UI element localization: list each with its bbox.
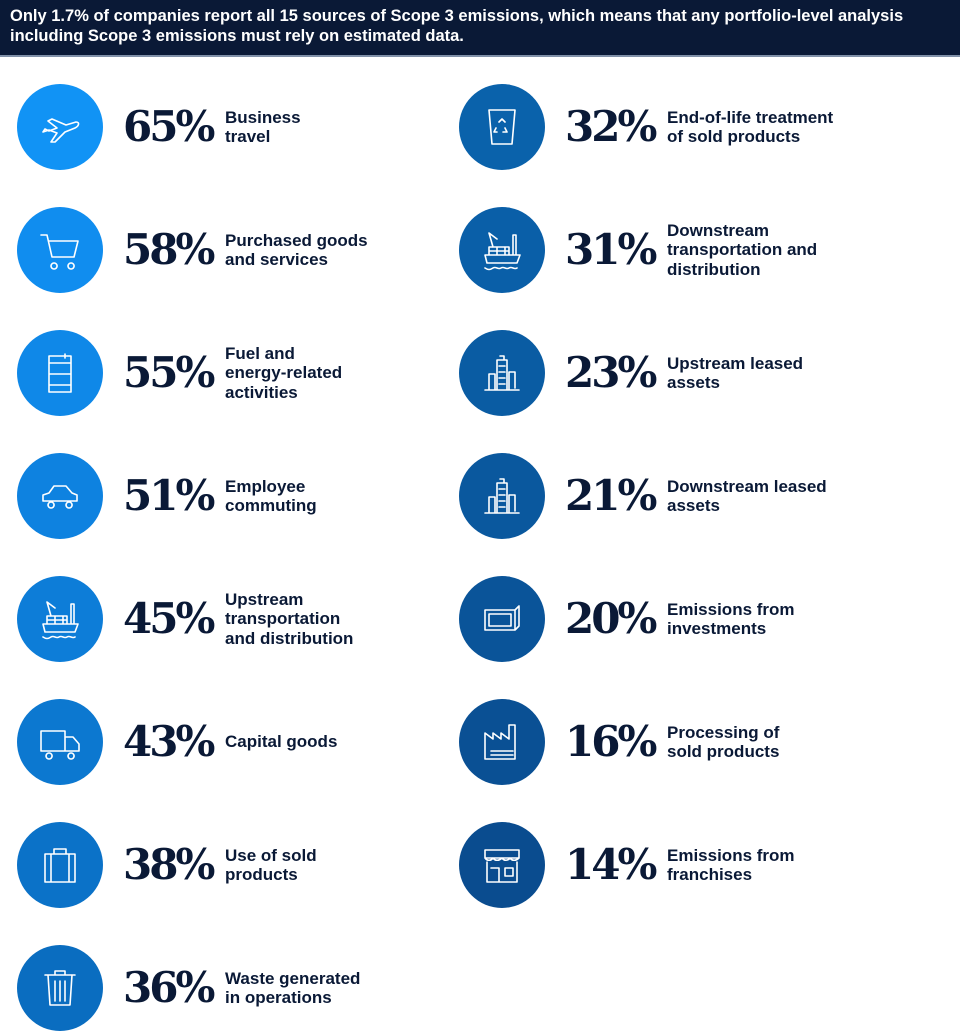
truck-icon: [17, 699, 103, 785]
scope3-item: 65% Business travel: [17, 84, 457, 174]
label-line: activities: [225, 382, 298, 402]
scope3-item: 38% Use of sold products: [17, 822, 457, 912]
label-line: energy-related: [225, 363, 343, 383]
shopping-cart-icon: [17, 207, 103, 293]
label-line: transportation: [225, 609, 341, 629]
label-line: Capital goods: [225, 732, 338, 752]
cargo-ship-icon: [459, 207, 545, 293]
scope3-item: 32% End-of-life treatment of sold product…: [459, 84, 899, 174]
label-line: Employee: [225, 476, 306, 496]
trash-bin-icon: [17, 945, 103, 1031]
category-label: Business travel: [225, 84, 445, 170]
percentage-value: 16%: [565, 717, 657, 766]
percentage-value: 36%: [123, 963, 215, 1012]
percentage-value: 51%: [123, 471, 215, 520]
label-line: Downstream: [667, 220, 770, 240]
label-line: investments: [667, 619, 767, 638]
percentage-value: 58%: [123, 225, 215, 274]
percentage-value: 32%: [565, 102, 657, 151]
category-label: Processing of sold products: [667, 699, 887, 785]
category-label: Purchased goods and services: [225, 207, 445, 293]
scope3-item: 43% Capital goods: [17, 699, 457, 789]
category-label: Downstream leased assets: [667, 453, 887, 539]
header-text: Only 1.7% of companies report all 15 sou…: [10, 7, 904, 45]
label-line: Processing of: [667, 722, 780, 742]
category-label: Waste generated in operations: [225, 945, 445, 1031]
category-label: Emissions from franchises: [667, 822, 887, 908]
label-line: of sold products: [667, 127, 801, 146]
percentage-value: 43%: [123, 717, 215, 766]
scope3-item: 55% Fuel and energy-related activities: [17, 330, 457, 420]
scope3-item: 58% Purchased goods and services: [17, 207, 457, 297]
buildings-icon: [459, 330, 545, 416]
label-line: transportation and: [667, 240, 818, 260]
label-line: products: [225, 865, 298, 884]
label-line: Waste generated: [225, 968, 361, 988]
category-label: Emissions from investments: [667, 576, 887, 662]
category-label: Downstream transportation and distribution: [667, 207, 887, 293]
percentage-value: 23%: [565, 348, 657, 397]
label-line: commuting: [225, 496, 317, 515]
label-line: Upstream leased: [667, 353, 804, 373]
label-line: franchises: [667, 865, 753, 884]
category-label: Fuel and energy-related activities: [225, 330, 445, 416]
suitcase-icon: [17, 822, 103, 908]
scope3-item: 36% Waste generated in operations: [17, 945, 457, 1035]
label-line: travel: [225, 127, 271, 146]
scope3-item: 21% Downstream leased assets: [459, 453, 899, 543]
scope3-item: 45% Upstream transportation and distributi…: [17, 576, 457, 666]
percentage-value: 55%: [123, 348, 215, 397]
percentage-value: 38%: [123, 840, 215, 889]
label-line: Upstream: [225, 589, 304, 609]
percentage-value: 31%: [565, 225, 657, 274]
label-line: in operations: [225, 988, 332, 1007]
label-line: Use of sold: [225, 845, 317, 865]
category-label: Upstream leased assets: [667, 330, 887, 416]
label-line: Fuel and: [225, 343, 295, 363]
label-line: sold products: [667, 742, 780, 761]
category-label: Use of sold products: [225, 822, 445, 908]
scope3-item: 23% Upstream leased assets: [459, 330, 899, 420]
percentage-value: 45%: [123, 594, 215, 643]
percentage-value: 65%: [123, 102, 215, 151]
car-icon: [17, 453, 103, 539]
percentage-value: 21%: [565, 471, 657, 520]
label-line: assets: [667, 496, 720, 515]
label-line: and distribution: [225, 628, 354, 648]
scope3-item: 31% Downstream transportation and distribu…: [459, 207, 899, 297]
label-line: Business: [225, 107, 301, 127]
scope3-item: 14% Emissions from franchises: [459, 822, 899, 912]
label-line: End-of-life treatment: [667, 107, 834, 127]
percentage-value: 14%: [565, 840, 657, 889]
airplane-icon: [17, 84, 103, 170]
label-line: and services: [225, 250, 329, 269]
percentage-value: 20%: [565, 594, 657, 643]
money-stack-icon: [459, 576, 545, 662]
category-label: Employee commuting: [225, 453, 445, 539]
label-line: Downstream leased: [667, 476, 827, 496]
recycle-bin-icon: [459, 84, 545, 170]
cargo-ship-icon: [17, 576, 103, 662]
category-label: End-of-life treatment of sold products: [667, 84, 887, 170]
storefront-icon: [459, 822, 545, 908]
scope3-item: 16% Processing of sold products: [459, 699, 899, 789]
label-line: Emissions from: [667, 845, 795, 865]
scope3-item: 51% Employee commuting: [17, 453, 457, 543]
scope3-item: 20% Emissions from investments: [459, 576, 899, 666]
buildings-icon: [459, 453, 545, 539]
label-line: distribution: [667, 259, 761, 279]
label-line: Purchased goods: [225, 230, 368, 250]
fuel-barrel-icon: [17, 330, 103, 416]
category-label: Upstream transportation and distribution: [225, 576, 445, 662]
label-line: assets: [667, 373, 720, 392]
label-line: Emissions from: [667, 599, 795, 619]
header-banner: Only 1.7% of companies report all 15 sou…: [0, 0, 960, 57]
category-label: Capital goods: [225, 699, 445, 785]
factory-icon: [459, 699, 545, 785]
